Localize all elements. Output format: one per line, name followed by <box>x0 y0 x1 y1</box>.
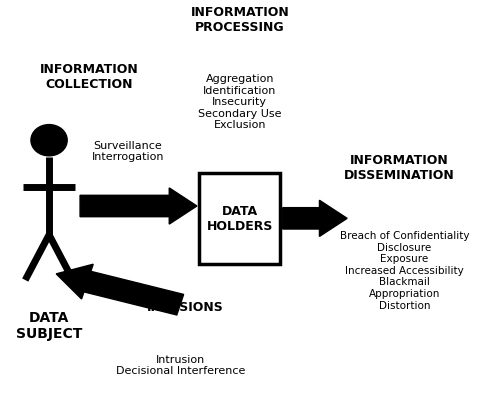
Text: INFORMATION
PROCESSING: INFORMATION PROCESSING <box>191 6 289 34</box>
Text: Surveillance
Interrogation: Surveillance Interrogation <box>91 140 164 162</box>
FancyArrow shape <box>56 265 184 315</box>
Text: Breach of Confidentiality
Disclosure
Exposure
Increased Accessibility
Blackmail
: Breach of Confidentiality Disclosure Exp… <box>340 230 469 310</box>
Text: Intrusion
Decisional Interference: Intrusion Decisional Interference <box>116 354 245 375</box>
FancyArrow shape <box>283 201 347 237</box>
Text: DATA
HOLDERS: DATA HOLDERS <box>207 205 273 233</box>
Text: INFORMATION
COLLECTION: INFORMATION COLLECTION <box>40 63 139 91</box>
Text: INFORMATION
DISSEMINATION: INFORMATION DISSEMINATION <box>344 154 455 181</box>
Circle shape <box>31 125 67 157</box>
Text: DATA
SUBJECT: DATA SUBJECT <box>16 311 82 341</box>
Text: INVASIONS: INVASIONS <box>147 301 224 313</box>
FancyBboxPatch shape <box>199 174 280 264</box>
FancyArrow shape <box>80 188 197 225</box>
Text: Aggregation
Identification
Insecurity
Secondary Use
Exclusion: Aggregation Identification Insecurity Se… <box>198 74 281 130</box>
